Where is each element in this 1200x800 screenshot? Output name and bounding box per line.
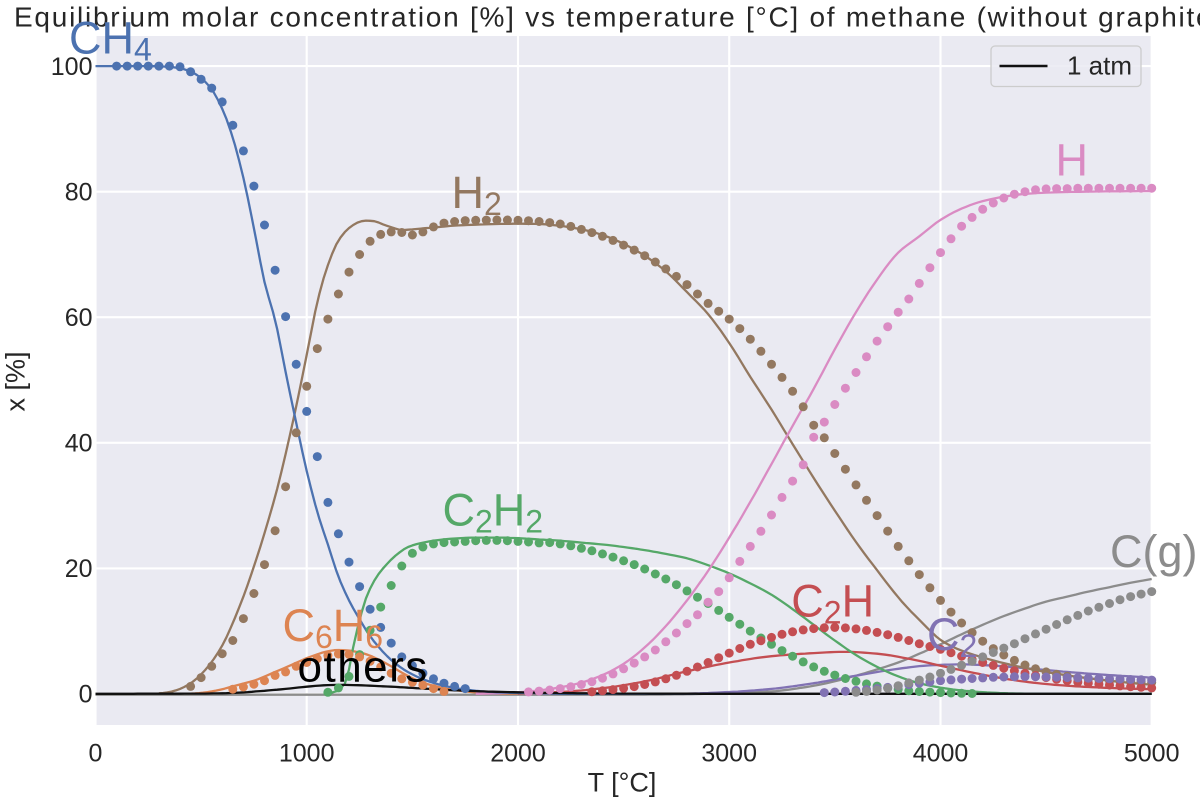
svg-text:x [%]: x [%] <box>1 351 31 411</box>
svg-text:C6​H6​: C6​H6​ <box>283 600 384 655</box>
svg-text:20: 20 <box>65 555 93 583</box>
svg-text:C2​: C2​ <box>927 609 977 664</box>
svg-text:5000: 5000 <box>1124 740 1180 768</box>
svg-text:100: 100 <box>51 53 93 81</box>
svg-text:2000: 2000 <box>490 740 546 768</box>
svg-text:1 atm: 1 atm <box>1067 51 1132 81</box>
svg-text:60: 60 <box>65 304 93 332</box>
svg-text:1000: 1000 <box>279 740 335 768</box>
svg-text:C(g): C(g) <box>1110 526 1198 577</box>
svg-text:Equilibrium molar concentratio: Equilibrium molar concentration [%] vs t… <box>14 2 1200 33</box>
svg-text:H2​: H2​ <box>452 167 502 222</box>
svg-text:T [°C]: T [°C] <box>588 768 657 798</box>
svg-text:3000: 3000 <box>701 740 757 768</box>
svg-text:others: others <box>298 643 429 692</box>
svg-text:C2​H: C2​H <box>791 576 874 631</box>
svg-text:C2​H2​: C2​H2​ <box>443 485 544 540</box>
svg-text:40: 40 <box>65 430 93 458</box>
svg-text:0: 0 <box>79 681 93 709</box>
svg-text:0: 0 <box>89 740 103 768</box>
svg-text:4000: 4000 <box>913 740 969 768</box>
svg-text:H: H <box>1056 135 1089 186</box>
svg-text:CH4​: CH4​ <box>69 13 152 68</box>
svg-text:80: 80 <box>65 179 93 207</box>
